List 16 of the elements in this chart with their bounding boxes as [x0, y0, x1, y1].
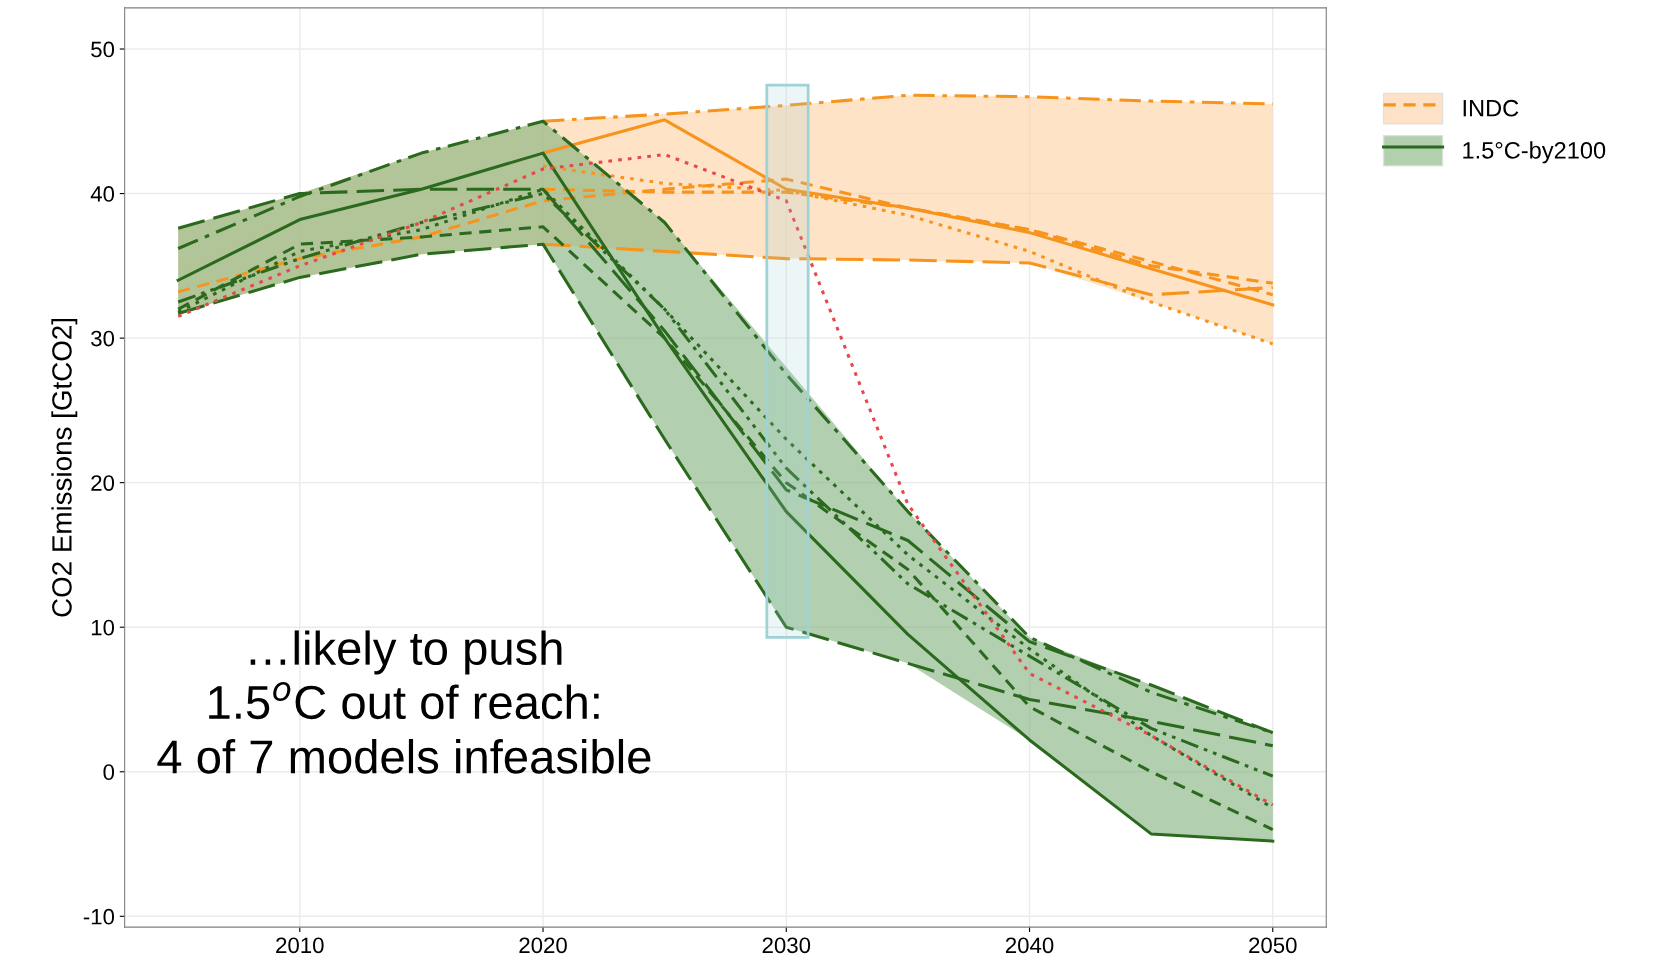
y-axis-title: CO2 Emissions [GtCO2] — [51, 318, 78, 617]
y-tick-label: -10 — [83, 908, 115, 925]
x-tick-label: 2040 — [1005, 937, 1054, 954]
y-tick-label: 20 — [91, 475, 115, 491]
x-tick-label: 2030 — [762, 937, 811, 954]
y-tick-label: 50 — [91, 41, 115, 58]
y-tick-label: 30 — [91, 330, 115, 347]
y-tick-label: 10 — [91, 619, 115, 636]
x-tick-label: 2010 — [276, 937, 324, 954]
x-tick-label: 2020 — [519, 937, 567, 954]
x-tick-label: 2050 — [1249, 937, 1297, 954]
legend-label: 1.5°C-by2100 — [1463, 141, 1606, 164]
y-tick-label: 40 — [90, 186, 115, 202]
legend-label: INDC — [1463, 99, 1519, 117]
y-tick-label: 0 — [103, 764, 115, 781]
annotation: …likely to push 1.5$^{o}$C out of reach: 4 of 7 models infeasible — [157, 630, 651, 774]
